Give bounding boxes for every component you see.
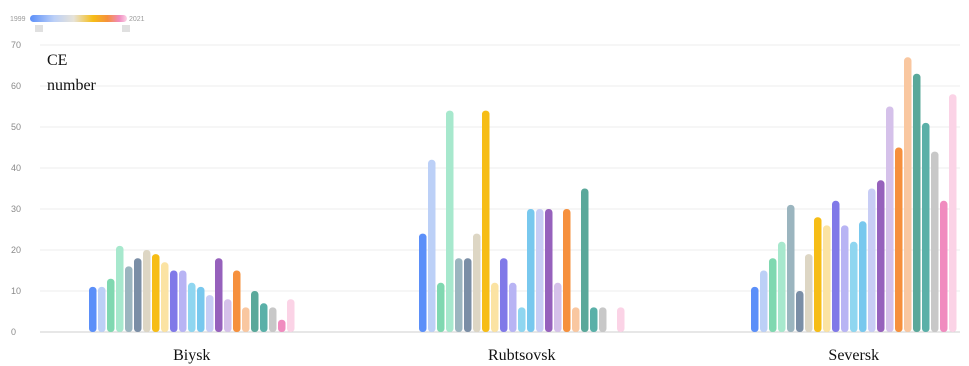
bar-biysk-2014[interactable] bbox=[224, 299, 232, 332]
bar-rubtsovsk-2011[interactable] bbox=[527, 209, 535, 332]
bar-seversk-2000[interactable] bbox=[760, 270, 768, 333]
bar-seversk-2003[interactable] bbox=[787, 204, 795, 332]
y-tick-label: 10 bbox=[11, 286, 21, 296]
bar-biysk-2018[interactable] bbox=[260, 303, 268, 332]
bar-biysk-2008[interactable] bbox=[170, 270, 178, 333]
y-tick-label: 60 bbox=[11, 81, 21, 91]
bar-biysk-2009[interactable] bbox=[179, 270, 187, 333]
bar-seversk-2019[interactable] bbox=[931, 151, 939, 332]
bar-seversk-2009[interactable] bbox=[841, 225, 849, 332]
legend[interactable]: 1999 2021 bbox=[10, 15, 145, 32]
y-tick-label: 30 bbox=[11, 204, 21, 214]
bar-rubtsovsk-2019[interactable] bbox=[599, 307, 607, 332]
bar-group-rubtsovsk bbox=[419, 110, 625, 333]
legend-gradient-bar bbox=[30, 15, 127, 22]
bar-seversk-2011[interactable] bbox=[859, 221, 867, 332]
bar-seversk-2002[interactable] bbox=[778, 241, 786, 332]
bar-group-biysk bbox=[89, 245, 295, 333]
bar-rubtsovsk-2017[interactable] bbox=[581, 188, 589, 333]
bar-rubtsovsk-2010[interactable] bbox=[518, 307, 526, 332]
bar-group-seversk bbox=[751, 57, 957, 333]
bar-seversk-2010[interactable] bbox=[850, 241, 858, 332]
bar-biysk-2019[interactable] bbox=[269, 307, 277, 332]
legend-start-label: 1999 bbox=[10, 16, 26, 23]
bar-biysk-2013[interactable] bbox=[215, 258, 223, 332]
bar-seversk-2017[interactable] bbox=[913, 73, 921, 332]
bar-biysk-2017[interactable] bbox=[251, 291, 259, 332]
bar-seversk-2005[interactable] bbox=[805, 254, 813, 332]
y-axis-title: CE number bbox=[47, 52, 97, 94]
bar-seversk-2008[interactable] bbox=[832, 200, 840, 332]
y-tick-label: 20 bbox=[11, 245, 21, 255]
bar-rubtsovsk-2015[interactable] bbox=[563, 209, 571, 332]
bar-seversk-2004[interactable] bbox=[796, 291, 804, 332]
bar-seversk-1999[interactable] bbox=[751, 286, 759, 332]
bar-rubtsovsk-1999[interactable] bbox=[419, 233, 427, 332]
bar-biysk-2003[interactable] bbox=[125, 266, 133, 332]
x-category-label: Biysk bbox=[173, 347, 210, 364]
bar-seversk-2016[interactable] bbox=[904, 57, 912, 333]
bar-rubtsovsk-2016[interactable] bbox=[572, 307, 580, 332]
bar-biysk-2005[interactable] bbox=[143, 250, 151, 332]
bar-biysk-2004[interactable] bbox=[134, 258, 142, 332]
legend-start-handle[interactable] bbox=[35, 25, 43, 32]
bar-rubtsovsk-2018[interactable] bbox=[590, 307, 598, 332]
bar-biysk-2016[interactable] bbox=[242, 307, 250, 332]
bar-rubtsovsk-2021[interactable] bbox=[617, 307, 625, 332]
bar-seversk-2012[interactable] bbox=[868, 188, 876, 333]
bar-seversk-2014[interactable] bbox=[886, 106, 894, 333]
x-axis: Biysk Rubtsovsk Seversk bbox=[173, 347, 879, 364]
bar-biysk-2015[interactable] bbox=[233, 270, 241, 333]
bar-biysk-1999[interactable] bbox=[89, 286, 97, 332]
bar-rubtsovsk-2002[interactable] bbox=[446, 110, 454, 332]
bar-rubtsovsk-2000[interactable] bbox=[428, 159, 436, 332]
x-category-label: Seversk bbox=[828, 347, 879, 364]
bar-biysk-2006[interactable] bbox=[152, 254, 160, 332]
bar-seversk-2007[interactable] bbox=[823, 225, 831, 332]
bar-rubtsovsk-2006[interactable] bbox=[482, 110, 490, 332]
bar-seversk-2021[interactable] bbox=[949, 94, 957, 332]
y-tick-label: 0 bbox=[11, 327, 16, 337]
bar-biysk-2020[interactable] bbox=[278, 319, 286, 332]
bar-biysk-2011[interactable] bbox=[197, 286, 205, 332]
legend-end-label: 2021 bbox=[129, 16, 145, 23]
bar-rubtsovsk-2003[interactable] bbox=[455, 258, 463, 332]
x-category-label: Rubtsovsk bbox=[488, 347, 556, 364]
bar-biysk-2002[interactable] bbox=[116, 245, 124, 332]
bar-biysk-2007[interactable] bbox=[161, 262, 169, 332]
bar-rubtsovsk-2004[interactable] bbox=[464, 258, 472, 332]
bar-rubtsovsk-2014[interactable] bbox=[554, 282, 562, 332]
bar-biysk-2000[interactable] bbox=[98, 286, 106, 332]
bar-seversk-2015[interactable] bbox=[895, 147, 903, 333]
y-axis-title-line-2: number bbox=[47, 77, 97, 94]
y-axis-title-line-1: CE bbox=[47, 52, 67, 69]
bar-rubtsovsk-2013[interactable] bbox=[545, 209, 553, 332]
bar-seversk-2006[interactable] bbox=[814, 217, 822, 332]
bar-rubtsovsk-2007[interactable] bbox=[491, 282, 499, 332]
y-tick-label: 40 bbox=[11, 163, 21, 173]
bar-rubtsovsk-2008[interactable] bbox=[500, 258, 508, 332]
bar-biysk-2021[interactable] bbox=[287, 299, 295, 332]
bar-rubtsovsk-2001[interactable] bbox=[437, 282, 445, 332]
legend-end-handle[interactable] bbox=[122, 25, 130, 32]
bar-seversk-2013[interactable] bbox=[877, 180, 885, 332]
bar-seversk-2001[interactable] bbox=[769, 258, 777, 332]
bar-rubtsovsk-2012[interactable] bbox=[536, 209, 544, 332]
bar-rubtsovsk-2009[interactable] bbox=[509, 282, 517, 332]
bar-rubtsovsk-2005[interactable] bbox=[473, 233, 481, 332]
bar-seversk-2020[interactable] bbox=[940, 200, 948, 332]
y-tick-label: 70 bbox=[11, 40, 21, 50]
y-axis: 0 10 20 30 40 50 60 70 bbox=[11, 40, 21, 337]
bar-biysk-2001[interactable] bbox=[107, 278, 115, 332]
y-tick-label: 50 bbox=[11, 122, 21, 132]
bar-biysk-2010[interactable] bbox=[188, 282, 196, 332]
bar-seversk-2018[interactable] bbox=[922, 122, 930, 333]
bars-layer bbox=[89, 57, 957, 333]
bar-biysk-2012[interactable] bbox=[206, 295, 214, 332]
